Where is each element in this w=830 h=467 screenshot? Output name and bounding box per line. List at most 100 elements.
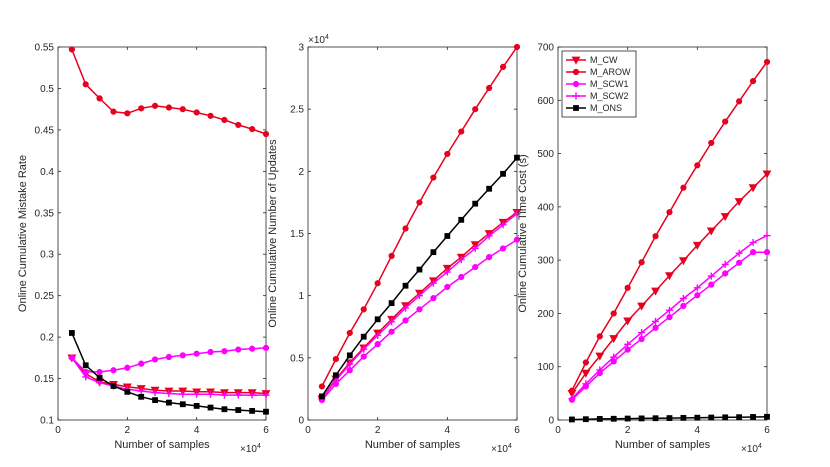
y-tick-label: 600 [537, 96, 554, 107]
x-tick-label: 6 [263, 425, 269, 436]
data-point [666, 209, 673, 216]
series-m-ons [319, 154, 520, 400]
data-point [179, 106, 186, 113]
x-tick-label: 2 [625, 425, 631, 436]
data-point [96, 95, 103, 102]
data-point [374, 280, 381, 287]
data-point [124, 110, 131, 117]
data-point [513, 210, 521, 218]
data-point [262, 391, 270, 399]
data-point [500, 170, 506, 177]
data-point [581, 369, 591, 378]
legend-label: M_AROW [590, 67, 631, 77]
y-tick-label: 0.3 [40, 250, 54, 261]
data-point [749, 239, 757, 247]
x-tick-label: 6 [764, 425, 770, 436]
data-point [458, 216, 465, 223]
data-point [110, 383, 117, 389]
data-point [82, 362, 89, 369]
legend-marker [572, 92, 580, 100]
y-tick-label: 0.5 [290, 353, 304, 364]
y-tick-label: 100 [537, 362, 554, 373]
data-point [734, 198, 744, 207]
y-tick-label: 0.55 [35, 43, 55, 54]
data-point [96, 368, 103, 376]
y-axis-label: Online Cumulative Time Cost (s) [517, 154, 529, 312]
y-tick-label: 2.5 [290, 105, 304, 116]
data-point [193, 390, 201, 398]
data-point [514, 154, 520, 161]
data-point [151, 356, 159, 363]
series-m-scw1 [68, 344, 270, 376]
data-point [374, 316, 381, 323]
data-point [624, 415, 631, 422]
data-point [179, 352, 186, 359]
data-point [96, 374, 103, 381]
data-point [569, 416, 575, 423]
data-point [443, 268, 451, 276]
data-point [596, 366, 604, 374]
data-point [472, 263, 479, 271]
data-point [220, 391, 228, 399]
data-point [68, 354, 76, 362]
data-point [234, 391, 242, 399]
data-point [429, 279, 437, 287]
data-point [165, 104, 173, 111]
x-tick-label: 0 [555, 425, 561, 436]
x-axis-label: Number of samples [114, 439, 210, 451]
data-point [736, 98, 743, 105]
legend-item: M_SCW2 [566, 91, 629, 101]
data-point [262, 130, 270, 138]
data-point [472, 200, 479, 207]
data-point [263, 408, 269, 415]
x-tick-label: 6 [514, 425, 520, 436]
y-tick-label: 0.35 [35, 208, 55, 219]
data-point [82, 81, 89, 88]
data-point [68, 330, 75, 336]
data-point [458, 128, 465, 135]
data-point [749, 249, 757, 256]
x-tick-label: 4 [445, 425, 451, 436]
series-m-scw2 [568, 232, 771, 403]
data-point [207, 390, 215, 398]
series-m-arow [318, 43, 521, 390]
data-point [193, 403, 200, 409]
y-axis-multiplier: ×104 [308, 34, 329, 46]
y-axis-label: Online Cumulative Mistake Rate [17, 155, 29, 312]
data-point [374, 341, 381, 348]
data-point [665, 272, 674, 281]
data-point [193, 109, 200, 116]
data-point [666, 415, 673, 421]
data-point [694, 162, 701, 169]
data-point [624, 340, 632, 348]
data-point [707, 272, 715, 280]
data-point [360, 353, 367, 360]
data-point [346, 329, 353, 337]
data-point [166, 399, 172, 406]
y-tick-label: 200 [537, 309, 554, 320]
data-point [568, 387, 576, 394]
data-point [193, 350, 200, 357]
data-point [388, 318, 396, 326]
series-line [321, 239, 518, 401]
data-point [458, 273, 465, 281]
data-point [444, 283, 451, 291]
data-point [708, 281, 715, 288]
data-point [151, 102, 159, 109]
legend-label: M_ONS [590, 103, 622, 113]
data-point [486, 185, 493, 192]
plot-area [317, 43, 522, 404]
data-point [402, 317, 409, 324]
data-point [430, 174, 437, 181]
data-point [680, 302, 687, 310]
data-point [638, 415, 645, 422]
y-tick-label: 0.25 [35, 291, 55, 302]
y-tick-label: 0.2 [40, 333, 54, 344]
data-point [332, 355, 339, 363]
data-point [110, 108, 117, 115]
data-point [248, 391, 256, 399]
data-point [513, 236, 521, 243]
data-point [485, 232, 493, 240]
data-point [736, 259, 743, 266]
data-point [624, 284, 631, 291]
